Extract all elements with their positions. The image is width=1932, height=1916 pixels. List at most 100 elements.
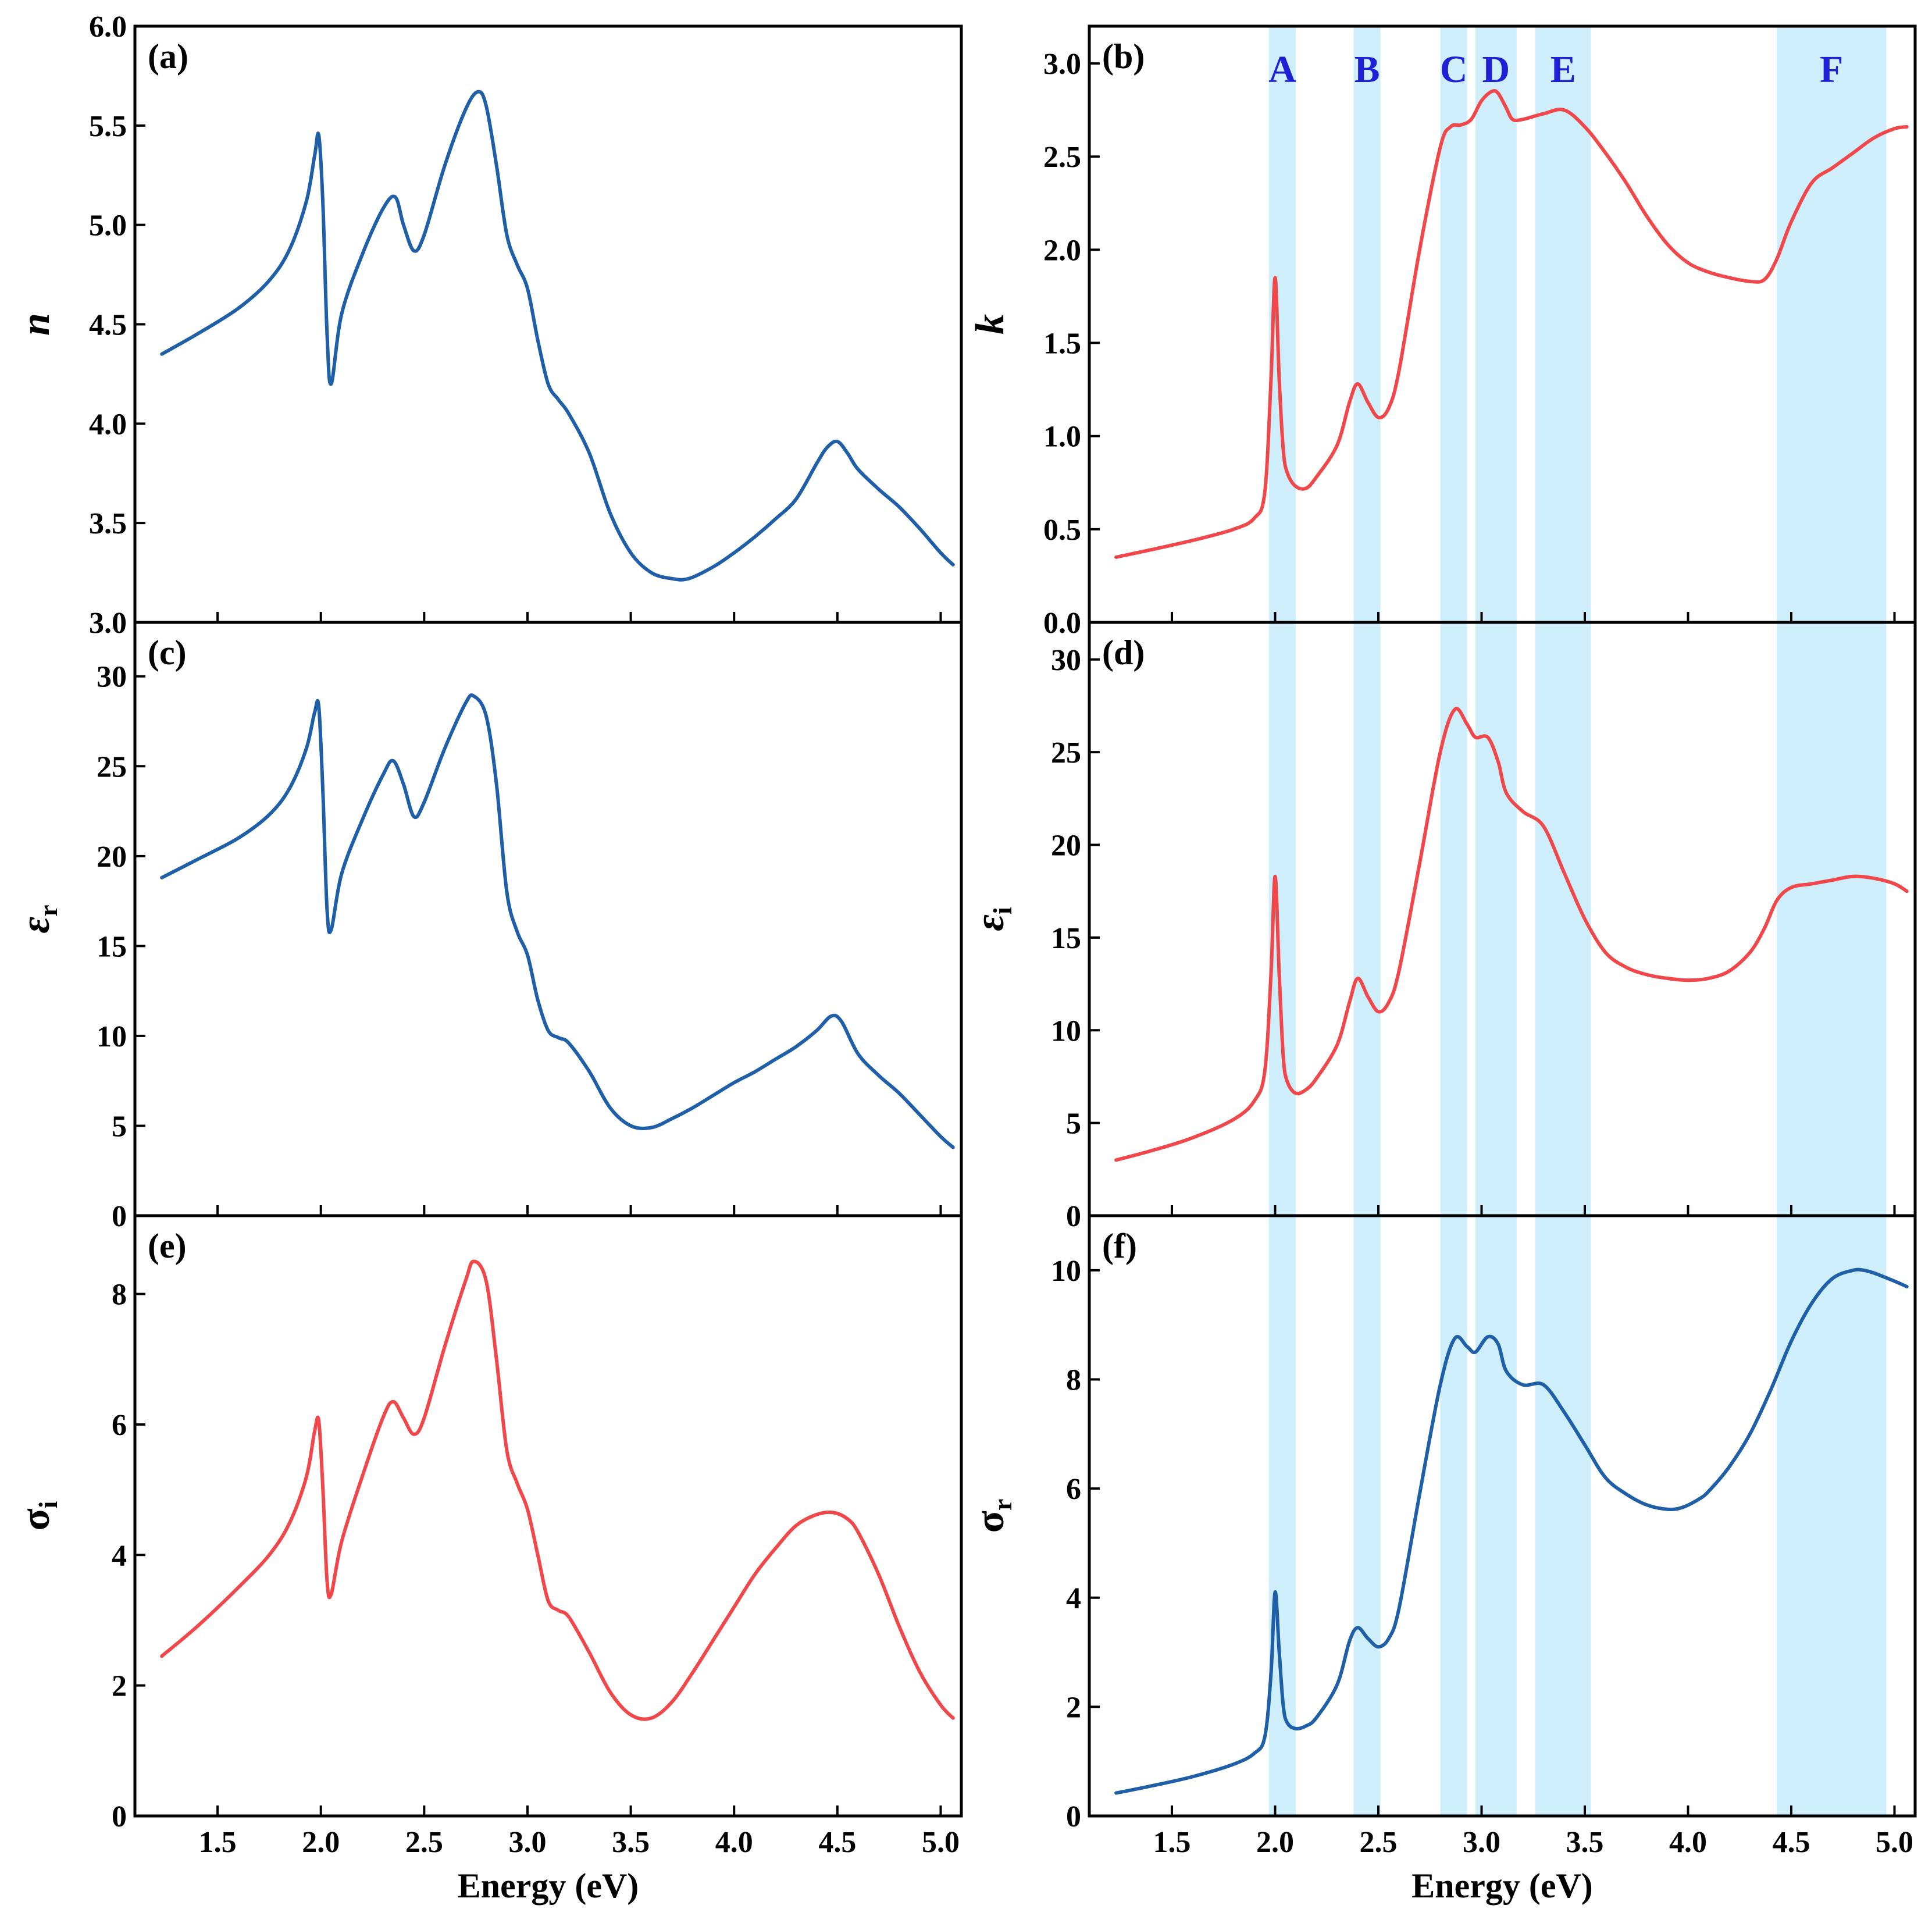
- plot-frame-e: [133, 1214, 963, 1818]
- ylabel-main-b: k: [968, 314, 1013, 334]
- band-label-b: B: [1354, 48, 1380, 91]
- band-a: [1268, 1216, 1296, 1816]
- panel-c: 0 5 10 15 20 25 30 (c) εr: [13, 621, 963, 1233]
- ytick-label-b: 0.5: [1043, 514, 1081, 547]
- ylabel-sub-c: r: [33, 904, 63, 916]
- ytick-label-b: 3.0: [1043, 48, 1081, 81]
- band-e: [1535, 622, 1591, 1216]
- ylabel-sub-d: i: [988, 907, 1017, 914]
- ylabel-sub-f: r: [988, 1499, 1017, 1511]
- xtick-label-f: 2.5: [1360, 1826, 1398, 1859]
- xtick-label-e: 3.0: [508, 1826, 546, 1859]
- band-d: [1475, 1216, 1517, 1816]
- ytick-label-f: 0: [1066, 1800, 1081, 1833]
- xtick-label-f: 1.5: [1153, 1826, 1191, 1859]
- ylabel-f: σr: [968, 1499, 1017, 1533]
- xtick-label-f: 3.0: [1463, 1826, 1500, 1859]
- ylabel-sub-e: i: [33, 1501, 63, 1508]
- ytick-label-e: 4: [112, 1539, 127, 1572]
- ytick-label-d: 15: [1051, 922, 1081, 955]
- band-e: [1535, 26, 1591, 622]
- ylabel-b: k: [968, 314, 1013, 334]
- band-label-f: F: [1820, 48, 1843, 91]
- series-line-d: [1114, 707, 1909, 1162]
- panel-label-e: (e): [148, 1227, 187, 1265]
- xtick-label-f: 2.0: [1256, 1826, 1294, 1859]
- ylabel-main-f: σ: [968, 1511, 1013, 1533]
- xlabel-f: Energy (eV): [1411, 1867, 1593, 1905]
- band-f: [1777, 26, 1887, 622]
- ytick-label-a: 3.0: [89, 607, 127, 640]
- ylabel-main-d: ε: [968, 914, 1013, 931]
- xtick-label-e: 1.5: [199, 1826, 237, 1859]
- ytick-label-c: 5: [112, 1110, 127, 1143]
- plot-frame-f: [1088, 1214, 1917, 1818]
- ytick-label-c: 0: [112, 1200, 127, 1233]
- ylabel-main-c: ε: [13, 917, 58, 934]
- ytick-label-f: 8: [1066, 1363, 1081, 1397]
- panel-label-a: (a): [148, 37, 188, 76]
- ytick-label-a: 4.5: [89, 309, 127, 342]
- ytick-label-b: 1.0: [1043, 421, 1081, 454]
- band-label-d: D: [1482, 48, 1510, 91]
- ytick-label-d: 10: [1051, 1014, 1081, 1048]
- ytick-label-c: 20: [97, 841, 127, 874]
- ytick-label-e: 6: [112, 1409, 127, 1442]
- panel-d: 0 5 10 15 20 25 30 (d) εi: [968, 621, 1917, 1233]
- ytick-label-e: 0: [112, 1800, 127, 1833]
- ytick-label-a: 3.5: [89, 507, 127, 540]
- ylabel-a: n: [13, 313, 58, 336]
- band-c: [1440, 26, 1467, 622]
- ytick-label-f: 10: [1051, 1255, 1081, 1288]
- band-label-a: A: [1268, 48, 1296, 91]
- ytick-label-b: 2.5: [1043, 141, 1081, 174]
- panel-label-d: (d): [1102, 633, 1145, 672]
- band-e: [1535, 1216, 1591, 1816]
- band-c: [1440, 622, 1467, 1216]
- band-d: [1475, 622, 1517, 1216]
- series-line-b: [1114, 88, 1909, 559]
- panel-a: 3.0 3.5 4.0 4.5 5.0 5.5 6.0 (a) n: [13, 10, 963, 640]
- ytick-label-d: 30: [1051, 644, 1081, 677]
- xlabel-e: Energy (eV): [458, 1867, 639, 1905]
- ylabel-d: εi: [968, 907, 1017, 931]
- ytick-label-f: 2: [1066, 1691, 1081, 1724]
- xtick-label-e: 3.5: [612, 1826, 650, 1859]
- xtick-label-f: 5.0: [1876, 1826, 1913, 1859]
- ytick-label-e: 2: [112, 1670, 127, 1703]
- xtick-label-f: 3.5: [1566, 1826, 1604, 1859]
- band-b: [1353, 1216, 1381, 1816]
- band-c: [1440, 1216, 1467, 1816]
- series-line-a: [160, 90, 955, 582]
- panel-label-c: (c): [148, 633, 187, 672]
- xtick-label-e: 5.0: [922, 1826, 960, 1859]
- xtick-label-e: 2.5: [405, 1826, 443, 1859]
- series-line-e: [160, 1259, 955, 1721]
- ytick-label-c: 15: [97, 930, 127, 963]
- ytick-label-c: 30: [97, 661, 127, 694]
- panel-b: 0.0 0.5 1.0 1.5 2.0 2.5 3.0 (b) k: [968, 24, 1917, 640]
- band-b: [1353, 26, 1381, 622]
- ytick-label-b: 0.0: [1043, 607, 1081, 640]
- series-line-f: [1114, 1267, 1909, 1795]
- band-d: [1475, 26, 1517, 622]
- xtick-label-e: 4.0: [715, 1826, 753, 1859]
- panel-label-b: (b): [1102, 37, 1145, 76]
- ytick-label-a: 5.0: [89, 209, 127, 243]
- panel-f: 0 2 4 6 8 10 1.5 2.0 2.5 3.0 3.5 4.0 4.5 5.0 (f) σr Ener…: [968, 1214, 1917, 1905]
- ylabel-main-e: σ: [13, 1508, 58, 1530]
- ytick-label-d: 20: [1051, 829, 1081, 863]
- ytick-label-c: 25: [97, 750, 127, 784]
- ylabel-main-a: n: [13, 313, 58, 336]
- ytick-label-b: 1.5: [1043, 327, 1081, 361]
- xtick-label-e: 4.5: [818, 1826, 856, 1859]
- plot-frame-c: [133, 621, 963, 1217]
- band-f: [1777, 1216, 1887, 1816]
- panel-label-f: (f): [1102, 1227, 1137, 1265]
- band-label-c: C: [1440, 48, 1468, 91]
- ytick-label-a: 6.0: [89, 10, 127, 44]
- panel-e: 0 2 4 6 8 1.5 2.0 2.5 3.0 3.5 4.0 4.5 5.0 (e) σi Energy…: [13, 1214, 963, 1905]
- ytick-label-a: 4.0: [89, 408, 127, 441]
- ytick-label-d: 25: [1051, 736, 1081, 770]
